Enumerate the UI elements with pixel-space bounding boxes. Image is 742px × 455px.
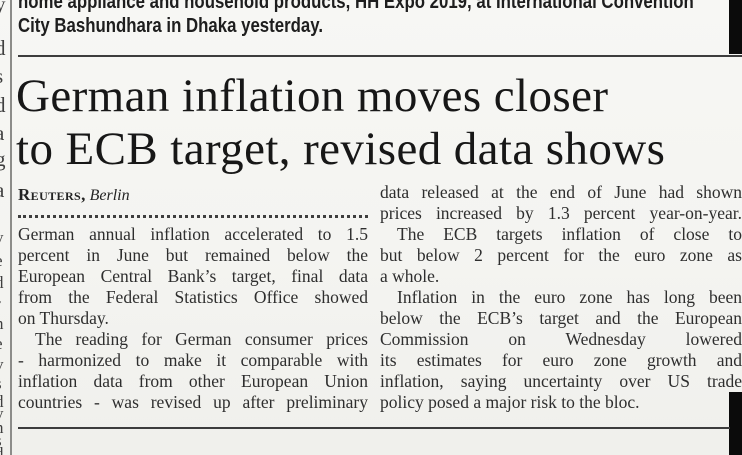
body-line: from the Federal Statistics Office showe… (18, 287, 368, 307)
adjacent-photo-edge-bottom (729, 392, 742, 455)
body-column-left: German annual inflation accelerated to 1… (18, 224, 368, 413)
cut-letter: a (0, 178, 4, 203)
headline-line-1: German inflation moves closer (16, 70, 609, 122)
body-column-right: data released at the end of June had sho… (380, 182, 742, 413)
byline-location: Berlin (89, 187, 130, 204)
body-line: The reading for German consumer prices (35, 329, 368, 349)
cut-letter: e (0, 334, 3, 354)
body-line: countries - was revised up after prelimi… (18, 392, 368, 412)
article-headline: German inflation moves closer to ECB tar… (16, 70, 665, 176)
cut-letter: d (0, 273, 4, 293)
body-line: European Central Bank’s target, final da… (18, 266, 368, 286)
body-line: inflation, saying uncertainty over US tr… (380, 371, 742, 391)
adjacent-photo-edge-top (729, 0, 742, 54)
byline-agency: Reuters (18, 185, 82, 204)
cut-letter: r (0, 294, 1, 314)
cut-letter: d (0, 444, 4, 455)
body-line: Commission on Wednesday lowered (380, 329, 742, 349)
cut-letter: e (0, 251, 3, 271)
cut-letter: d (0, 36, 6, 60)
body-line: its estimates for euro zone growth and (380, 350, 742, 370)
cut-letter: g (0, 147, 6, 171)
byline-dotted-separator (18, 204, 368, 218)
body-line: The ECB targets inflation of close to (397, 224, 742, 244)
cut-letter: s (0, 431, 2, 451)
body-line: inflation data from other European Union (18, 371, 368, 391)
cut-letter: v (0, 355, 4, 375)
cut-letter: d (0, 392, 4, 412)
cut-letter: s (0, 374, 2, 394)
photo-caption: home appliance and household products, H… (18, 0, 724, 38)
body-line: German annual inflation accelerated to 1… (18, 224, 368, 244)
body-line: below the ECB’s target and the European (380, 308, 742, 328)
body-line: Inflation in the euro zone has long been (397, 287, 742, 307)
cut-letter: y (0, 404, 4, 424)
cut-letter: a (0, 121, 4, 146)
photo-caption-line-2: City Bashundhara in Dhaka yesterday. (18, 15, 323, 37)
cut-letter: s (0, 64, 3, 89)
photo-caption-line-1: home appliance and household products, H… (18, 0, 694, 13)
cut-letter: n (0, 418, 4, 438)
byline: Reuters, Berlin (18, 185, 130, 205)
body-line: data released at the end of June had sho… (380, 182, 742, 202)
byline-separator: , (81, 185, 86, 204)
body-line: prices increased by 1.3 percent year-on-… (380, 203, 742, 223)
body-line: percent in June but remained below the (18, 245, 368, 265)
headline-line-2: to ECB target, revised data shows (16, 123, 666, 175)
section-top-rule (18, 55, 742, 57)
body-line: but below 2 percent for the euro zone as (380, 245, 742, 265)
body-line: - harmonized to make it comparable with (18, 350, 368, 370)
adjacent-column-fragments: y d s d a g a y e d r n e v s d y n s d (0, 0, 10, 455)
column-divider-rule (10, 0, 12, 455)
body-line: on Thursday. (18, 308, 109, 328)
cut-letter: y (0, 0, 6, 16)
cut-letter: d (0, 93, 6, 117)
section-bottom-rule (18, 427, 730, 429)
cut-letter: n (0, 314, 4, 334)
cut-letter: y (0, 228, 4, 248)
body-line: a whole. (380, 266, 440, 286)
body-line: policy posed a major risk to the bloc. (380, 392, 640, 412)
